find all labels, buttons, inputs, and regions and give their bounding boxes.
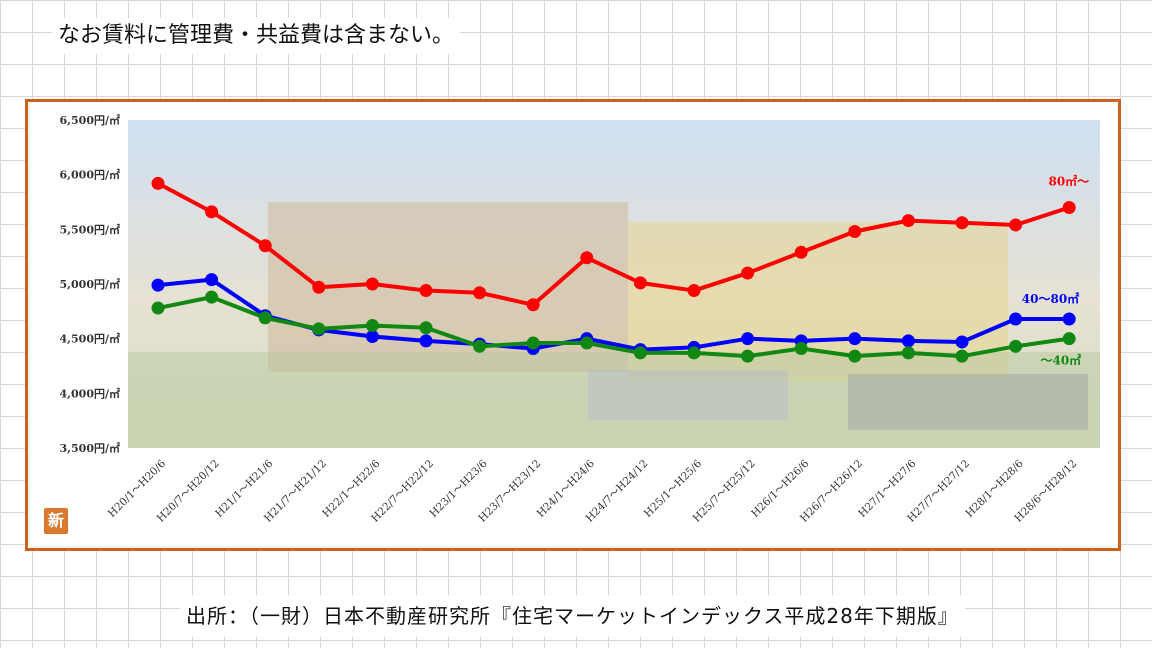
y-tick-label: 5,000円/㎡ [60,277,120,291]
data-point [1062,332,1076,346]
y-tick-label: 4,500円/㎡ [60,332,120,346]
series-labels: 80㎡～ 40～80㎡ ～40㎡ [1022,173,1089,367]
data-point [580,251,594,265]
data-point [687,346,701,360]
data-point [365,319,379,333]
data-point [1062,200,1076,214]
x-tick-label: H20/1～H20/6 [106,457,168,519]
x-tick-label: H22/1～H22/6 [320,457,382,519]
data-point [794,342,808,356]
x-tick-label: H28/1～H28/6 [964,457,1026,519]
data-point [901,334,915,348]
rent-note: なお賃料に管理費・共益費は含まない。 [52,18,461,54]
data-point [526,298,540,312]
x-tick-label: H27/1～H27/6 [856,457,918,519]
data-point [205,290,219,304]
series-layer [151,176,1076,363]
data-point [1009,339,1023,353]
series-label: 40～80㎡ [1022,291,1079,306]
data-point [955,216,969,230]
x-tick-label: H21/1～H21/6 [213,457,275,519]
y-tick-label: 5,500円/㎡ [60,222,120,236]
data-point [901,346,915,360]
data-point [901,214,915,228]
data-point [741,332,755,346]
data-point [419,321,433,335]
series-line-2 [157,295,1070,359]
data-point [365,277,379,291]
data-point [205,273,219,287]
data-point [848,225,862,239]
data-point [205,205,219,219]
data-point [687,284,701,298]
data-point [741,266,755,280]
chart-frame: 6,500円/㎡ 6,000円/㎡ 5,500円/㎡ 5,000円/㎡ 4,500円/㎡… [25,99,1121,551]
y-axis: 6,500円/㎡ 6,000円/㎡ 5,500円/㎡ 5,000円/㎡ 4,500円/㎡… [60,113,120,455]
data-point [741,349,755,363]
data-point [526,336,540,350]
data-point [1009,312,1023,326]
data-point [151,278,165,292]
y-tick-label: 6,000円/㎡ [60,168,120,182]
y-tick-label: 6,500円/㎡ [60,113,120,127]
data-point [312,280,326,294]
rent-line-chart: 6,500円/㎡ 6,000円/㎡ 5,500円/㎡ 5,000円/㎡ 4,500円/㎡… [60,113,1100,525]
data-point [633,346,647,360]
source-citation: 出所：（一財）日本不動産研究所『住宅マーケットインデックス平成28年下期版』 [180,596,965,636]
x-tick-label: H26/1～H26/6 [749,457,811,519]
data-point [151,176,165,190]
data-point [580,336,594,350]
data-point [955,335,969,349]
data-point [151,301,165,315]
y-tick-label: 3,500円/㎡ [60,441,120,455]
data-point [365,329,379,343]
background-photo [128,120,1100,448]
data-point [258,239,272,253]
x-tick-label: H25/1～H25/6 [642,457,704,519]
data-point [955,349,969,363]
x-tick-label: H23/1～H23/6 [428,457,490,519]
data-point [848,349,862,363]
data-point [312,322,326,336]
new-badge-icon: 新 [44,508,68,534]
data-point [419,284,433,298]
series-label: 80㎡～ [1048,173,1089,188]
y-tick-label: 4,000円/㎡ [60,386,120,400]
series-label: ～40㎡ [1040,353,1081,368]
data-point [419,334,433,348]
data-point [1062,312,1076,326]
data-point [473,339,487,353]
series-line-0 [157,181,1070,307]
x-axis: H20/1～H20/6H20/7～H20/12H21/1～H21/6H21/7～… [106,457,1079,524]
data-point [633,276,647,290]
data-point [473,286,487,300]
data-point [794,245,808,259]
data-point [848,332,862,346]
data-point [1009,218,1023,232]
x-tick-label: H24/1～H24/6 [535,457,597,519]
data-point [258,311,272,325]
